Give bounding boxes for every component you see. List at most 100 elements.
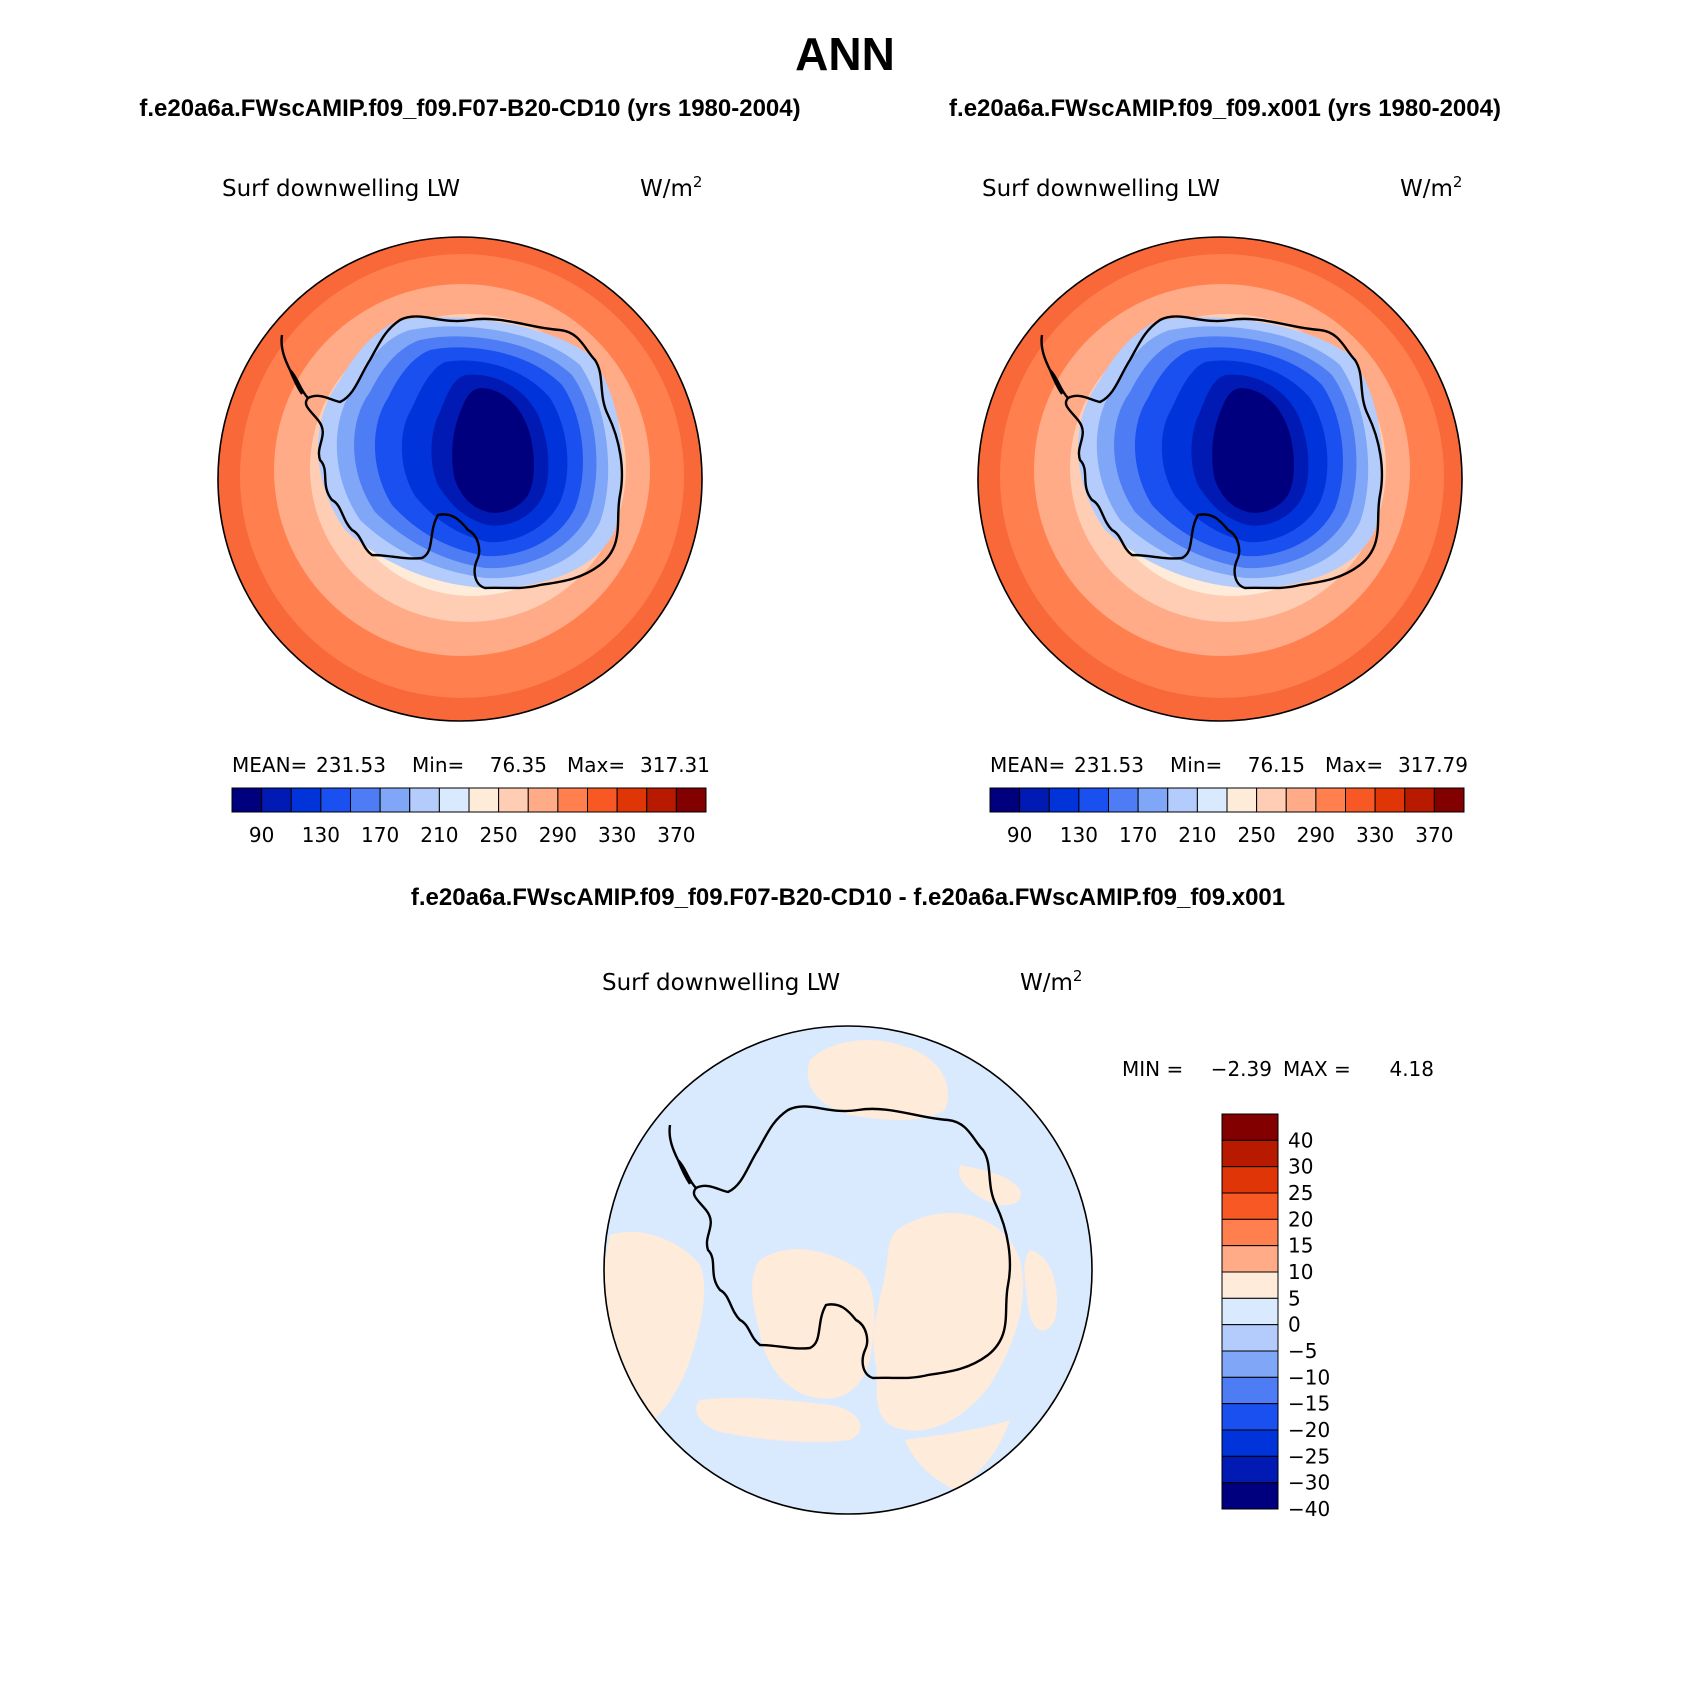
panel-b-colorbar-box: [1315, 787, 1346, 813]
panel-c-colorbar-box: [1221, 1192, 1279, 1220]
panel-c-stats: MIN = −2.39 MAX = 4.18: [1122, 1057, 1434, 1081]
panel-c-colorbar-tick-label: −25: [1288, 1444, 1330, 1468]
panel-b-map: [978, 237, 1462, 721]
panel-c-map: [604, 1026, 1092, 1514]
panel-c-units: W/m2: [1020, 967, 1082, 996]
panel-b-colorbar-box: [1196, 787, 1228, 813]
panel-b-colorbar-tick-label: 170: [1119, 823, 1157, 847]
panel-b-colorbar-box: [1019, 787, 1050, 813]
panel-c: Surf downwelling LW W/m2 MIN = −2.39 MAX…: [602, 967, 1434, 1521]
panel-b-colorbar-box: [1404, 787, 1435, 813]
panel-a-colorbar-tick-label: 290: [539, 823, 577, 847]
panel-c-min-value: −2.39: [1211, 1057, 1272, 1081]
panel-c-colorbar-tick-label: −30: [1288, 1471, 1330, 1495]
panel-a-map: [218, 237, 702, 721]
panel-c-colorbar-box: [1221, 1297, 1279, 1326]
panel-b-colorbar-box: [1167, 787, 1198, 813]
panel-b-map-border: [977, 236, 1463, 722]
panel-c-colorbar-box: [1221, 1166, 1279, 1194]
panel-c-colorbar-box: [1221, 1403, 1279, 1431]
panel-a-units-exp: 2: [693, 173, 703, 191]
panel-b-colorbar-tick-label: 130: [1060, 823, 1098, 847]
panel-a-colorbar-tick-label: 170: [361, 823, 399, 847]
panel-a-colorbar-box: [646, 787, 677, 813]
panel-a-units: W/m2: [640, 173, 702, 202]
panel-a-colorbar-box: [557, 787, 588, 813]
panel-b-case-title: f.e20a6a.FWscAMIP.f09_f09.x001 (yrs 1980…: [949, 95, 1501, 122]
panel-a-map-border: [217, 236, 703, 722]
panel-c-max-label: MAX =: [1283, 1057, 1351, 1081]
panel-b-colorbar: 90 130 170 210 250 290 330 370: [989, 787, 1465, 847]
panel-b-stats: MEAN= 231.53 Min= 76.15 Max= 317.79: [990, 753, 1468, 777]
panel-c-map-border: [603, 1025, 1093, 1515]
panel-a-colorbar-tick-label: 90: [249, 823, 274, 847]
panel-c-colorbar-box: [1221, 1429, 1279, 1457]
panel-a-colorbar-box: [438, 787, 470, 813]
panel-b-max-value: 317.79: [1398, 753, 1468, 777]
panel-b-colorbar-box: [1078, 787, 1109, 813]
panel-c-colorbar-tick-label: −15: [1288, 1392, 1330, 1416]
panel-a-colorbar-box: [587, 787, 618, 813]
panel-c-colorbar-box: [1221, 1324, 1279, 1352]
panel-a-colorbar-box: [290, 787, 322, 813]
panel-c-colorbar-tick-label: −5: [1288, 1339, 1317, 1363]
panel-a-colorbar-box: [527, 787, 559, 813]
panel-c-units-exp: 2: [1073, 967, 1083, 985]
panel-b-colorbar-box: [1256, 787, 1287, 813]
panel-b-colorbar-box: [1226, 787, 1258, 813]
panel-b-colorbar-tick-label: 370: [1415, 823, 1453, 847]
panel-c-colorbar-tick-label: 20: [1288, 1207, 1313, 1231]
panel-a-colorbar-box: [379, 787, 411, 813]
panel-b-colorbar-tick-label: 290: [1297, 823, 1335, 847]
panel-b-colorbar-tick-label: 210: [1178, 823, 1216, 847]
panel-b-colorbar-box: [1137, 787, 1169, 813]
panel-c-colorbar-tick-label: −10: [1288, 1365, 1330, 1389]
panel-b-max-label: Max=: [1325, 753, 1383, 777]
panel-c-colorbar-tick-label: 0: [1288, 1313, 1301, 1337]
panel-b-mean-label: MEAN=: [990, 753, 1065, 777]
panel-a-colorbar-box: [616, 787, 648, 813]
panel-c-colorbar-box: [1221, 1113, 1279, 1141]
panel-b: Surf downwelling LW W/m2 MEAN=: [977, 173, 1468, 847]
panel-a-colorbar-tick-label: 370: [657, 823, 695, 847]
panel-a-colorbar: 90 130 170 210 250 290 330 370: [231, 787, 707, 847]
panel-c-max-value: 4.18: [1389, 1057, 1434, 1081]
panel-b-colorbar-box: [1285, 787, 1317, 813]
panel-b-units-base: W/m: [1400, 176, 1453, 202]
panel-a-colorbar-tick-label: 130: [302, 823, 340, 847]
panel-a-case-title: f.e20a6a.FWscAMIP.f09_f09.F07-B20-CD10 (…: [139, 95, 800, 122]
panel-c-colorbar-box: [1221, 1376, 1279, 1405]
panel-a-variable: Surf downwelling LW: [222, 176, 460, 202]
panel-b-units: W/m2: [1400, 173, 1462, 202]
panel-b-colorbar-box: [1048, 787, 1080, 813]
panel-b-units-exp: 2: [1453, 173, 1463, 191]
panel-b-variable: Surf downwelling LW: [982, 176, 1220, 202]
panel-c-colorbar-box: [1221, 1271, 1279, 1299]
panel-c-colorbar-tick-label: −40: [1288, 1497, 1330, 1521]
panel-b-colorbar-box: [1345, 787, 1376, 813]
panel-b-min-value: 76.15: [1248, 753, 1305, 777]
panel-a-colorbar-box: [498, 787, 529, 813]
panel-c-colorbar-tick-label: 10: [1288, 1260, 1313, 1284]
panel-b-colorbar-tick-label: 330: [1356, 823, 1394, 847]
panel-c-colorbar-tick-label: 5: [1288, 1286, 1301, 1310]
panel-b-colorbar-box: [989, 787, 1021, 813]
panel-a-colorbar-box: [350, 787, 381, 813]
panel-c-colorbar-box: [1221, 1139, 1279, 1168]
figure-title: ANN: [795, 28, 895, 80]
panel-a-colorbar-tick-label: 330: [598, 823, 636, 847]
panel-c-colorbar-box: [1221, 1350, 1279, 1378]
panel-b-mean-value: 231.53: [1074, 753, 1144, 777]
panel-a-mean-label: MEAN=: [232, 753, 307, 777]
panel-c-units-base: W/m: [1020, 970, 1073, 996]
panel-c-variable: Surf downwelling LW: [602, 970, 840, 996]
panel-a: Surf downwelling LW W/m2 MEAN=: [217, 173, 710, 847]
panel-a-stats: MEAN= 231.53 Min= 76.35 Max= 317.31: [232, 753, 710, 777]
panel-a-colorbar-box: [261, 787, 292, 813]
panel-c-colorbar-box: [1221, 1482, 1279, 1510]
panel-b-colorbar-box: [1433, 787, 1465, 813]
panel-b-colorbar-tick-label: 90: [1007, 823, 1032, 847]
panel-a-max-label: Max=: [567, 753, 625, 777]
